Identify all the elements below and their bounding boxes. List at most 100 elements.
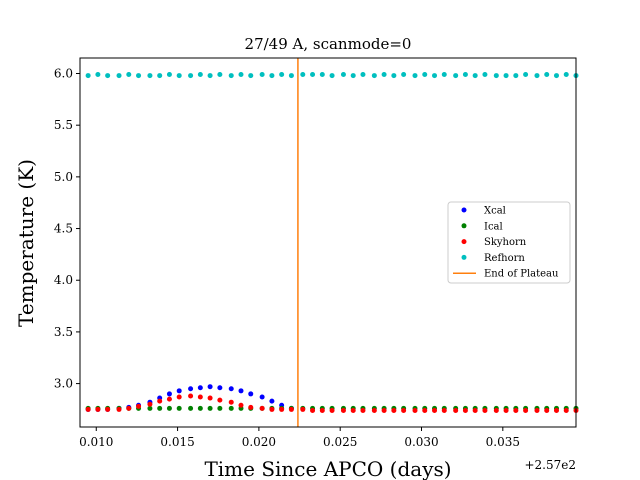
- skyhorn-point: [350, 407, 356, 413]
- skyhorn-point: [401, 407, 407, 413]
- skyhorn-point: [95, 406, 101, 412]
- skyhorn-point: [462, 407, 468, 413]
- legend-marker-refhorn: [461, 254, 467, 260]
- refhorn-point: [197, 72, 203, 78]
- refhorn-point: [207, 73, 213, 79]
- skyhorn-point: [116, 406, 122, 412]
- skyhorn-point: [259, 405, 265, 411]
- skyhorn-point: [188, 393, 194, 399]
- refhorn-point: [319, 72, 325, 78]
- x-axis-label: Time Since APCO (days): [204, 457, 451, 480]
- refhorn-point: [544, 72, 550, 78]
- skyhorn-point: [472, 407, 478, 413]
- refhorn-point: [493, 73, 499, 79]
- refhorn-point: [85, 73, 91, 79]
- series-refhorn: [85, 72, 579, 79]
- refhorn-point: [503, 73, 509, 79]
- refhorn-point: [391, 73, 397, 79]
- skyhorn-point: [340, 407, 346, 413]
- xcal-point: [259, 394, 265, 400]
- series-layer: [85, 72, 579, 413]
- ical-point: [188, 405, 194, 411]
- legend-frame: [447, 201, 571, 284]
- skyhorn-point: [432, 407, 438, 413]
- skyhorn-point: [503, 407, 509, 413]
- skyhorn-point: [453, 407, 459, 413]
- skyhorn-point: [105, 406, 111, 412]
- refhorn-point: [136, 73, 142, 79]
- skyhorn-point: [391, 407, 397, 413]
- legend-label: Refhorn: [484, 253, 525, 264]
- skyhorn-point: [166, 396, 172, 402]
- refhorn-point: [422, 72, 428, 78]
- legend-label: Ical: [484, 221, 503, 232]
- y-tick-label: 4.5: [54, 222, 73, 236]
- skyhorn-point: [310, 407, 316, 413]
- ical-point: [207, 405, 213, 411]
- legend-marker-xcal: [461, 207, 467, 213]
- refhorn-point: [462, 72, 468, 78]
- xcal-point: [238, 388, 244, 394]
- ical-point: [166, 405, 172, 411]
- skyhorn-point: [441, 407, 447, 413]
- xcal-point: [207, 384, 213, 390]
- refhorn-point: [401, 72, 407, 78]
- refhorn-point: [116, 73, 122, 79]
- skyhorn-point: [147, 401, 153, 407]
- refhorn-point: [350, 73, 356, 79]
- x-tick-label: 0.025: [323, 435, 357, 449]
- y-tick-label: 5.5: [54, 118, 73, 132]
- ical-point: [217, 405, 223, 411]
- skyhorn-point: [176, 394, 182, 400]
- skyhorn-point: [300, 406, 306, 412]
- skyhorn-point: [412, 407, 418, 413]
- skyhorn-point: [493, 407, 499, 413]
- refhorn-point: [563, 72, 569, 78]
- refhorn-point: [126, 72, 132, 78]
- refhorn-point: [340, 72, 346, 78]
- skyhorn-point: [207, 395, 213, 401]
- refhorn-point: [105, 73, 111, 79]
- skyhorn-point: [269, 406, 275, 412]
- refhorn-point: [310, 72, 316, 78]
- ical-point: [157, 405, 163, 411]
- refhorn-point: [412, 73, 418, 79]
- plot-frame: [79, 57, 577, 428]
- ical-point: [197, 405, 203, 411]
- refhorn-point: [228, 73, 234, 79]
- refhorn-point: [441, 72, 447, 78]
- xcal-point: [248, 391, 254, 397]
- refhorn-point: [534, 73, 540, 79]
- x-offset-label: +2.57e2: [524, 458, 576, 472]
- xcal-point: [228, 386, 234, 392]
- xcal-point: [217, 385, 223, 391]
- refhorn-point: [523, 72, 529, 78]
- skyhorn-point: [228, 399, 234, 405]
- x-tick-label: 0.035: [486, 435, 520, 449]
- skyhorn-point: [422, 407, 428, 413]
- refhorn-point: [453, 73, 459, 79]
- refhorn-point: [432, 73, 438, 79]
- y-tick-label: 6.0: [54, 67, 73, 81]
- refhorn-point: [300, 72, 306, 78]
- xcal-point: [176, 388, 182, 394]
- skyhorn-point: [371, 407, 377, 413]
- refhorn-point: [553, 73, 559, 79]
- refhorn-point: [472, 73, 478, 79]
- skyhorn-point: [197, 394, 203, 400]
- skyhorn-point: [319, 407, 325, 413]
- refhorn-point: [188, 73, 194, 79]
- xcal-point: [197, 385, 203, 391]
- skyhorn-point: [513, 407, 519, 413]
- y-tick-label: 5.0: [54, 170, 73, 184]
- skyhorn-point: [217, 397, 223, 403]
- legend-marker-ical: [461, 223, 467, 229]
- legend-label: Skyhorn: [484, 237, 527, 248]
- skyhorn-point: [482, 407, 488, 413]
- skyhorn-point: [544, 407, 550, 413]
- xcal-point: [166, 391, 172, 397]
- refhorn-point: [371, 73, 377, 79]
- skyhorn-point: [238, 402, 244, 408]
- refhorn-point: [166, 72, 172, 78]
